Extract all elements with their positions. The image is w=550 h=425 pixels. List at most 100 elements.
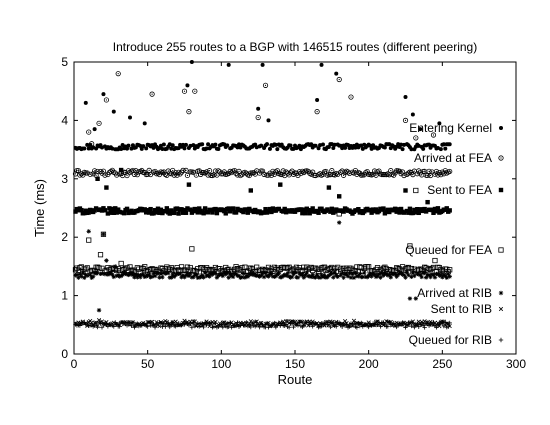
legend-marker xyxy=(498,187,504,193)
legend-label: Arrived at RIB xyxy=(417,286,492,300)
data-point xyxy=(169,146,174,151)
data-point xyxy=(264,321,270,327)
data-point xyxy=(141,272,146,277)
data-point xyxy=(407,243,413,249)
data-point xyxy=(113,206,118,211)
data-point xyxy=(319,323,324,329)
data-point xyxy=(180,167,186,173)
data-point xyxy=(135,321,140,326)
data-point xyxy=(331,275,336,280)
data-point xyxy=(326,185,332,190)
data-point xyxy=(401,320,407,326)
data-point xyxy=(214,210,220,216)
data-point xyxy=(216,273,221,278)
data-point xyxy=(158,321,164,326)
data-point xyxy=(123,320,128,326)
data-point xyxy=(245,274,251,279)
data-point xyxy=(326,265,332,271)
data-point xyxy=(429,207,435,213)
data-point xyxy=(407,296,413,301)
data-point xyxy=(437,121,442,126)
data-point xyxy=(438,272,444,277)
data-point xyxy=(181,88,188,94)
data-point xyxy=(360,274,365,280)
y-tick-label: 1 xyxy=(61,289,68,303)
data-point xyxy=(319,62,324,67)
data-point xyxy=(297,271,302,276)
data-point xyxy=(392,271,398,277)
data-point xyxy=(313,143,318,148)
data-point xyxy=(354,325,360,330)
data-point xyxy=(328,324,333,330)
data-point xyxy=(124,323,130,328)
data-point xyxy=(207,274,212,279)
data-point xyxy=(336,76,342,83)
data-point xyxy=(316,210,321,215)
data-point xyxy=(213,206,218,212)
data-point xyxy=(110,146,115,151)
data-point xyxy=(183,210,189,215)
data-point xyxy=(380,265,387,271)
x-tick-label: 200 xyxy=(359,357,379,371)
y-tick-label: 3 xyxy=(61,172,68,186)
data-point xyxy=(247,206,252,212)
data-point xyxy=(181,142,186,147)
data-point xyxy=(73,209,78,214)
data-point xyxy=(409,323,414,329)
data-point xyxy=(412,325,417,330)
legend-label: Arrived at FEA xyxy=(414,151,492,165)
data-point xyxy=(374,265,381,271)
y-axis-label: Time (ms) xyxy=(32,179,47,237)
data-point xyxy=(400,147,405,152)
data-point xyxy=(362,270,367,276)
x-tick-label: 100 xyxy=(211,357,231,371)
data-point xyxy=(285,271,290,276)
data-point xyxy=(388,275,393,280)
data-point xyxy=(173,272,178,278)
data-point xyxy=(306,207,311,213)
data-point xyxy=(413,296,419,301)
data-point xyxy=(102,208,108,213)
data-point xyxy=(152,273,158,279)
data-point xyxy=(313,172,319,179)
data-point xyxy=(146,167,152,173)
data-point xyxy=(164,206,170,211)
data-point xyxy=(114,210,119,215)
data-point xyxy=(141,144,146,149)
data-point xyxy=(426,272,432,278)
data-point xyxy=(157,210,162,215)
data-point xyxy=(363,264,369,270)
data-point xyxy=(148,275,153,280)
data-point xyxy=(132,325,137,330)
legend-label: Queued for FEA xyxy=(405,243,492,257)
data-point xyxy=(303,273,308,278)
data-point xyxy=(310,169,316,175)
data-point xyxy=(251,271,256,276)
data-point xyxy=(403,188,408,193)
data-point xyxy=(446,324,451,329)
data-point xyxy=(210,210,215,215)
data-point xyxy=(258,273,264,278)
data-point xyxy=(329,271,335,276)
data-point xyxy=(309,142,314,147)
data-point xyxy=(283,273,289,278)
data-point xyxy=(169,322,174,327)
data-point xyxy=(180,210,186,215)
data-point xyxy=(281,209,286,214)
data-point xyxy=(161,142,166,147)
data-point xyxy=(283,265,289,271)
data-point xyxy=(241,209,246,215)
data-point xyxy=(447,168,453,175)
data-point xyxy=(416,324,421,329)
data-point xyxy=(85,273,90,278)
data-point xyxy=(170,143,175,148)
data-point xyxy=(335,208,340,213)
data-point xyxy=(163,271,168,276)
data-point xyxy=(206,168,213,174)
data-point xyxy=(164,172,170,178)
data-point xyxy=(409,274,414,279)
data-point xyxy=(432,171,438,177)
data-point xyxy=(367,207,373,213)
data-point xyxy=(195,321,200,326)
data-point xyxy=(419,274,424,280)
